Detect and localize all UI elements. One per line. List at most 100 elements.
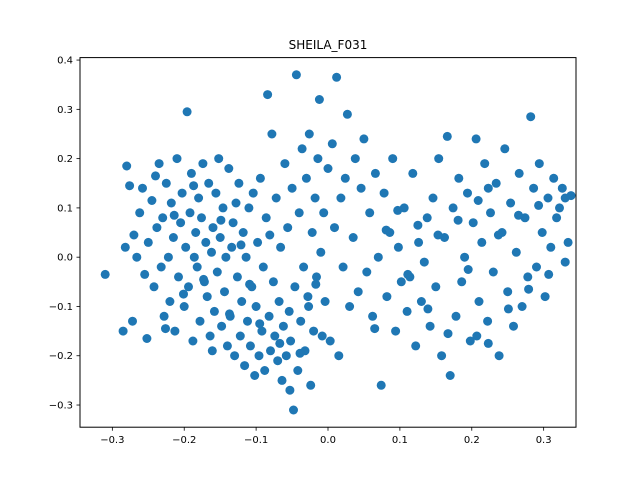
scatter-point — [122, 161, 132, 171]
scatter-point — [188, 336, 198, 346]
scatter-point — [263, 90, 273, 100]
scatter-point — [483, 183, 493, 193]
x-tick-label: 0.0 — [320, 435, 336, 446]
scatter-point — [224, 164, 234, 173]
scatter-point — [413, 220, 423, 230]
scatter-point — [204, 178, 214, 188]
scatter-point — [214, 154, 224, 164]
x-tick-label: 0.3 — [536, 435, 552, 446]
scatter-point — [443, 329, 453, 339]
scatter-point — [268, 277, 278, 287]
scatter-point — [506, 198, 516, 208]
scatter-point — [254, 351, 264, 361]
scatter-point — [161, 324, 170, 334]
scatter-point — [286, 336, 296, 346]
scatter-point — [465, 336, 475, 346]
scatter-point — [257, 326, 267, 336]
scatter-point — [338, 262, 348, 272]
scatter-point — [192, 262, 202, 272]
scatter-point — [181, 242, 191, 252]
scatter-point — [370, 168, 380, 178]
scatter-point — [291, 70, 301, 80]
scatter-point — [238, 228, 248, 237]
scatter-point — [342, 109, 352, 119]
scatter-point — [428, 193, 438, 203]
scatter-point — [182, 107, 192, 117]
scatter-point — [503, 287, 513, 297]
scatter-point — [472, 331, 482, 341]
scatter-point — [549, 173, 559, 183]
scatter-point — [483, 316, 493, 326]
scatter-point — [309, 326, 319, 336]
scatter-point — [267, 129, 277, 139]
scatter-point — [159, 311, 169, 321]
scatter-point — [152, 223, 162, 233]
scatter-point — [560, 193, 570, 203]
scatter-point — [222, 341, 232, 351]
scatter-point — [517, 302, 527, 311]
scatter-point — [534, 159, 544, 169]
scatter-point — [563, 237, 573, 247]
scatter-point — [149, 282, 159, 292]
scatter-point — [433, 230, 443, 240]
scatter-point — [237, 297, 247, 306]
scatter-point — [277, 375, 287, 385]
scatter-point — [295, 348, 305, 358]
scatter-point — [179, 289, 188, 299]
scatter-point — [382, 292, 392, 302]
scatter-point — [431, 282, 441, 292]
scatter-point — [201, 237, 211, 247]
scatter-point — [373, 252, 383, 262]
scatter-point — [245, 279, 255, 289]
scatter-point — [514, 168, 524, 178]
scatter-point — [118, 326, 128, 336]
scatter-point — [156, 262, 166, 272]
points-layer — [100, 70, 576, 415]
scatter-point — [448, 203, 458, 213]
scatter-point — [306, 380, 316, 390]
scatter-point — [471, 134, 481, 144]
scatter-point — [205, 331, 215, 341]
scatter-point — [493, 230, 503, 240]
y-tick-label: 0.0 — [57, 253, 73, 264]
scatter-point — [325, 336, 335, 346]
scatter-point — [275, 338, 285, 348]
scatter-point — [231, 198, 241, 208]
scatter-point — [301, 173, 311, 183]
scatter-point — [416, 297, 426, 306]
scatter-point — [317, 331, 327, 341]
scatter-point — [393, 242, 403, 252]
scatter-point — [165, 297, 175, 306]
scatter-point — [278, 321, 288, 331]
scatter-point — [189, 252, 199, 262]
scatter-point — [463, 265, 473, 274]
scatter-point — [163, 252, 173, 262]
scatter-point — [408, 168, 418, 178]
scatter-point — [316, 247, 326, 257]
scatter-point — [353, 287, 363, 297]
y-tick-label: 0.2 — [57, 154, 73, 165]
scatter-point — [348, 233, 358, 242]
scatter-point — [543, 193, 553, 203]
scatter-point — [135, 208, 145, 218]
scatter-point — [228, 218, 238, 228]
scatter-point — [232, 272, 242, 282]
scatter-point — [189, 181, 199, 191]
scatter-point — [537, 228, 547, 237]
scatter-point — [423, 304, 433, 314]
scatter-point — [280, 159, 290, 169]
scatter-point — [304, 302, 314, 311]
scatter-point — [197, 213, 206, 223]
scatter-point — [151, 171, 160, 181]
scatter-point — [147, 196, 157, 205]
scatter-point — [511, 247, 521, 257]
scatter-point — [454, 173, 464, 183]
scatter-point — [207, 247, 216, 257]
scatter-point — [244, 203, 254, 213]
scatter-point — [194, 193, 204, 203]
scatter-point — [555, 203, 564, 213]
scatter-point — [125, 181, 135, 191]
scatter-point — [283, 223, 293, 233]
scatter-point — [340, 173, 350, 183]
